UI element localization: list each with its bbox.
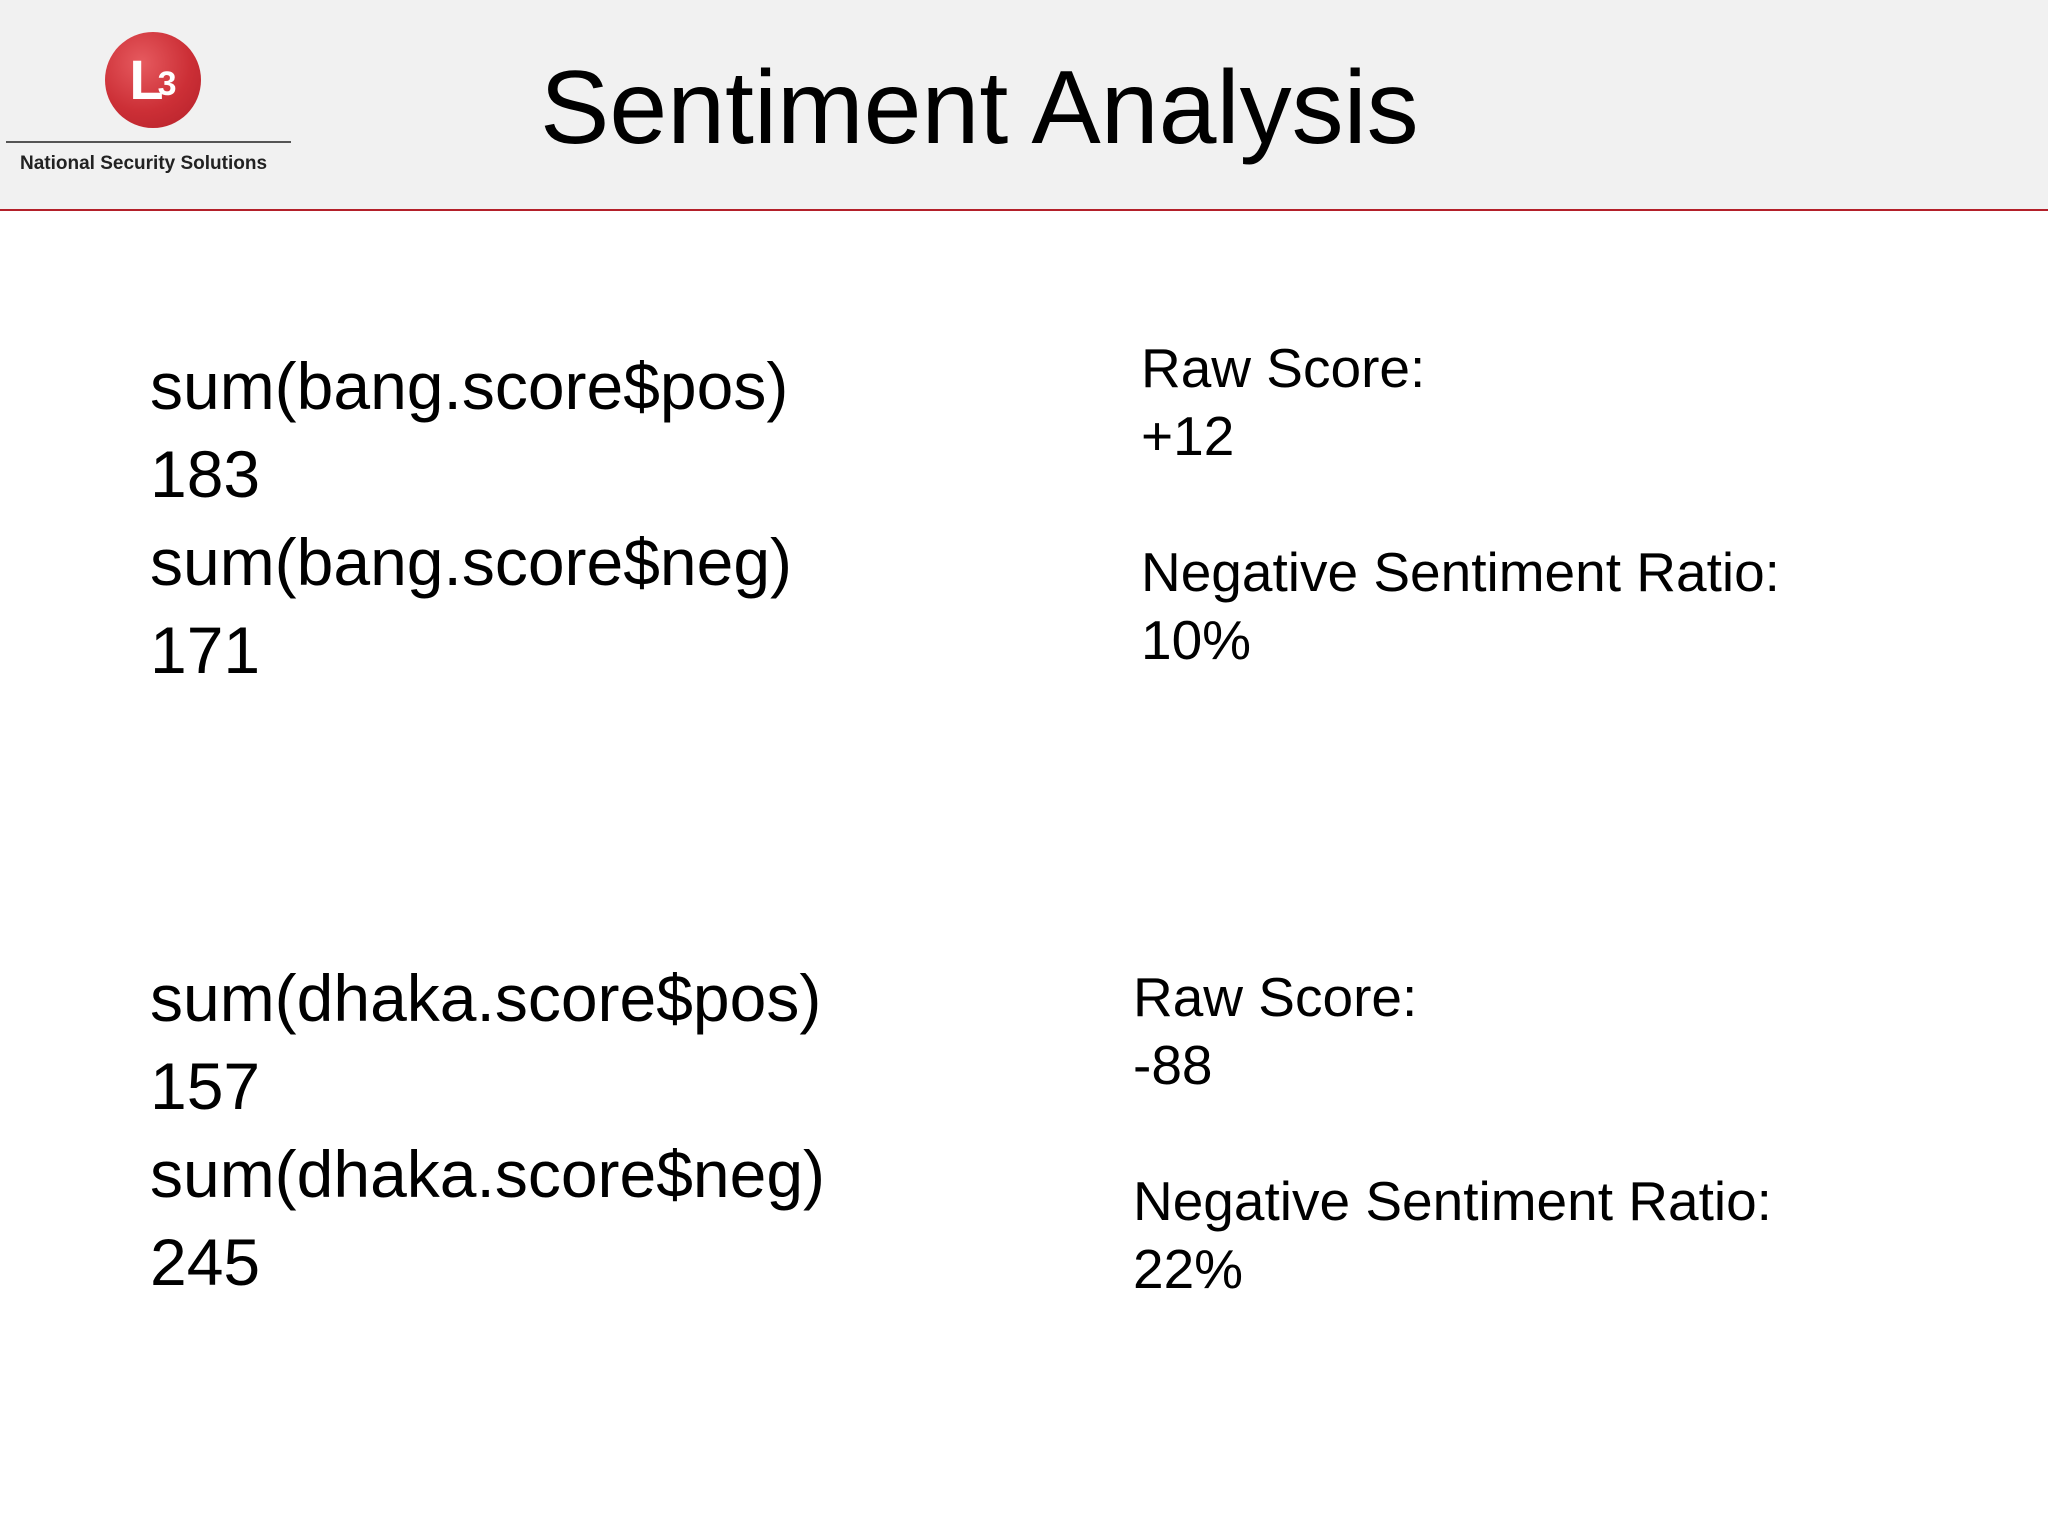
logo-mark: L3	[129, 48, 177, 111]
logo-emblem: L3	[105, 32, 201, 128]
neg-expression: sum(dhaka.score$neg)	[150, 1137, 826, 1211]
logo-tagline: National Security Solutions	[20, 153, 268, 174]
slide-header: L3 National Security Solutions Sentiment…	[0, 0, 2048, 211]
raw-score-value: +12	[1141, 405, 1235, 467]
dhaka-scores-block: sum(dhaka.score$pos) 157 sum(dhaka.score…	[150, 954, 825, 1306]
raw-score-label: Raw Score:	[1133, 966, 1418, 1028]
dhaka-summary-block: Raw Score: -88 Negative Sentiment Ratio:…	[1133, 963, 1772, 1303]
neg-value: 171	[150, 613, 261, 687]
negative-ratio-value: 10%	[1141, 609, 1252, 671]
neg-value: 245	[150, 1225, 261, 1299]
raw-score-label: Raw Score:	[1141, 337, 1426, 399]
pos-value: 183	[150, 437, 261, 511]
pos-expression: sum(bang.score$pos)	[150, 349, 789, 423]
pos-expression: sum(dhaka.score$pos)	[150, 961, 822, 1035]
negative-ratio-value: 22%	[1133, 1238, 1244, 1300]
logo-divider	[6, 141, 291, 143]
negative-ratio-label: Negative Sentiment Ratio:	[1141, 541, 1780, 603]
bang-summary-block: Raw Score: +12 Negative Sentiment Ratio:…	[1141, 334, 1780, 674]
pos-value: 157	[150, 1049, 261, 1123]
page-title: Sentiment Analysis	[540, 50, 1419, 166]
bang-scores-block: sum(bang.score$pos) 183 sum(bang.score$n…	[150, 342, 792, 694]
neg-expression: sum(bang.score$neg)	[150, 525, 793, 599]
company-logo: L3 National Security Solutions	[6, 32, 291, 182]
raw-score-value: -88	[1133, 1034, 1213, 1096]
negative-ratio-label: Negative Sentiment Ratio:	[1133, 1170, 1772, 1232]
